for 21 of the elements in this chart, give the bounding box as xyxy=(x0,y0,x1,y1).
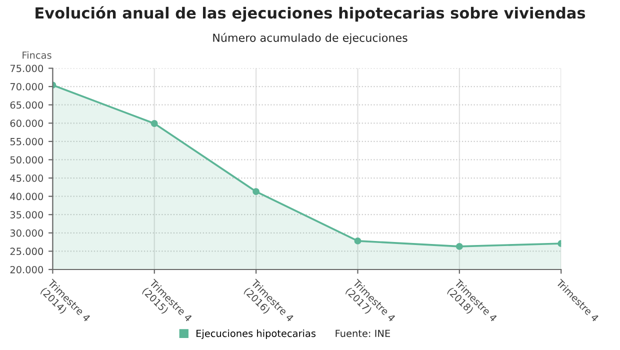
chart-subtitle: Número acumulado de ejecuciones xyxy=(213,32,408,44)
y-tick-label: 40.000 xyxy=(10,192,44,200)
point xyxy=(354,237,362,244)
chart-title: Evolución anual de las ejecuciones hipotecarias sobre viviendas xyxy=(36,6,586,22)
y-tick-label: 25.000 xyxy=(10,248,44,256)
point xyxy=(150,120,158,127)
point xyxy=(252,188,260,196)
y-tick-label: 45.000 xyxy=(10,174,44,182)
y-tick-label: 55.000 xyxy=(10,138,44,146)
y-tick-label: 20.000 xyxy=(10,266,44,274)
y-tick-label: 65.000 xyxy=(10,101,44,109)
y-tick-label: 35.000 xyxy=(10,211,44,218)
point xyxy=(456,242,463,250)
y-tick-label: 50.000 xyxy=(10,156,44,164)
y-tick-label: 70.000 xyxy=(10,83,44,90)
y-axis-title: Fincas xyxy=(22,51,52,59)
y-tick-label: 75.000 xyxy=(10,64,44,72)
source-note: Fuente: INE xyxy=(336,330,390,338)
y-tick-label: 30.000 xyxy=(10,229,44,237)
legend-label: Ejecuciones hipotecarias xyxy=(196,330,316,339)
y-tick-label: 60.000 xyxy=(10,120,44,127)
